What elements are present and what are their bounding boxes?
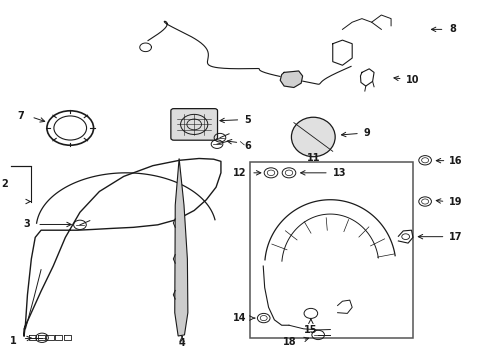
Text: 6: 6 bbox=[244, 141, 250, 151]
Text: 18: 18 bbox=[283, 337, 296, 347]
Polygon shape bbox=[280, 71, 302, 87]
Text: 2: 2 bbox=[1, 179, 8, 189]
Text: 3: 3 bbox=[23, 220, 30, 229]
FancyBboxPatch shape bbox=[170, 109, 217, 140]
Text: 14: 14 bbox=[232, 314, 246, 323]
Text: 8: 8 bbox=[448, 24, 455, 35]
Polygon shape bbox=[174, 158, 187, 336]
Text: 12: 12 bbox=[232, 168, 246, 178]
Text: 7: 7 bbox=[17, 111, 24, 121]
Text: 1: 1 bbox=[10, 336, 17, 346]
Text: 11: 11 bbox=[306, 153, 319, 163]
Text: 19: 19 bbox=[448, 197, 462, 207]
Text: 13: 13 bbox=[332, 168, 346, 178]
Text: 4: 4 bbox=[178, 338, 185, 348]
Text: 10: 10 bbox=[405, 75, 418, 85]
Text: 16: 16 bbox=[448, 156, 462, 166]
Text: 5: 5 bbox=[244, 115, 250, 125]
Ellipse shape bbox=[291, 117, 334, 157]
Text: 9: 9 bbox=[363, 129, 370, 138]
Text: 17: 17 bbox=[448, 232, 462, 242]
Text: 15: 15 bbox=[304, 325, 317, 335]
Bar bbox=[249, 162, 412, 338]
